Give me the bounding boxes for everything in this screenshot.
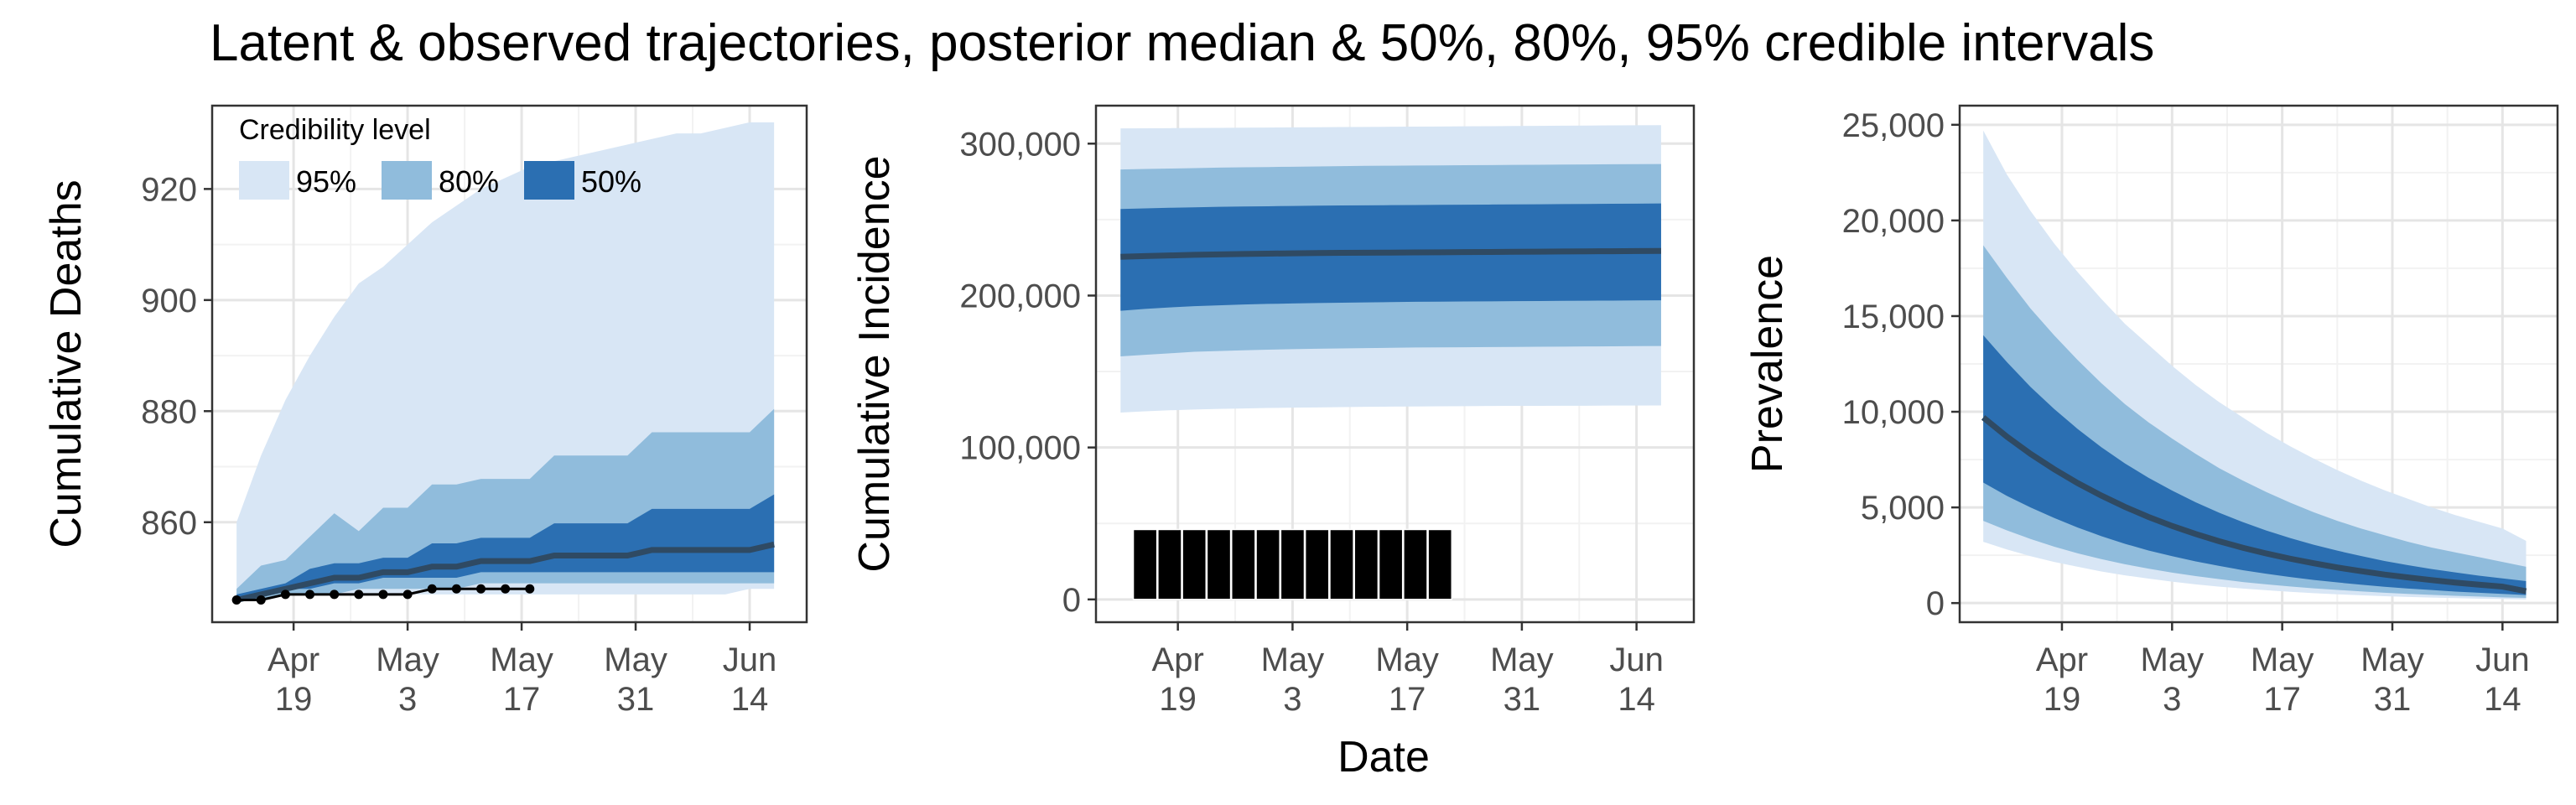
observed-point (280, 589, 290, 600)
x-tick-label: May 31 (2360, 641, 2424, 718)
observed-bar (1182, 528, 1208, 600)
legend-label: 50% (581, 164, 641, 199)
y-tick-label: 200,000 (959, 278, 1081, 314)
observed-bar (1132, 528, 1158, 600)
y-tick-label: 0 (1926, 585, 1945, 622)
observed-bar (1206, 528, 1232, 600)
observed-bar (1230, 528, 1256, 600)
observed-point (451, 584, 461, 594)
observed-bar (1427, 528, 1453, 600)
legend-swatch (524, 161, 574, 200)
panel-frame (1958, 104, 2559, 624)
y-tick-label: 900 (141, 283, 197, 319)
y-axis-label: Cumulative Deaths (42, 179, 91, 548)
ribbon-50 (1983, 335, 2527, 595)
ribbon-50 (1120, 203, 1661, 311)
observed-point (427, 584, 437, 594)
observed-bar (1353, 528, 1379, 600)
y-tick-label: 880 (141, 393, 197, 430)
median-line (1120, 247, 1661, 260)
x-tick-label: Apr 19 (2036, 641, 2088, 718)
panel-frame (1094, 104, 1696, 624)
observed-bar (1304, 528, 1330, 600)
y-tick-label: 100,000 (959, 430, 1081, 467)
legend-label: 80% (439, 164, 499, 199)
observed-point (402, 589, 413, 600)
y-tick-label: 15,000 (1842, 299, 1945, 335)
observed-bar (1255, 528, 1280, 600)
y-tick-label: 20,000 (1842, 203, 1945, 240)
y-tick-label: 5,000 (1861, 490, 1945, 527)
median-line (236, 541, 775, 603)
y-tick-label: 25,000 (1842, 107, 1945, 144)
observed-point (501, 584, 511, 594)
observed-point (330, 589, 340, 600)
observed-bar (1378, 528, 1404, 600)
figure-title: Latent & observed trajectories, posterio… (210, 14, 2155, 72)
observed-point (305, 589, 315, 600)
legend-label: 95% (296, 164, 356, 199)
x-tick-label: May 31 (604, 641, 667, 718)
x-axis-label: Date (1337, 733, 1430, 782)
x-tick-label: May 17 (1375, 641, 1439, 718)
x-tick-label: May 3 (1261, 641, 1325, 718)
legend-swatch (382, 161, 432, 200)
y-tick-label: 920 (141, 171, 197, 208)
x-tick-label: May 3 (376, 641, 439, 718)
observed-bar (1403, 528, 1428, 600)
legend-title: Credibility level (239, 114, 431, 146)
x-tick-label: Apr 19 (1152, 641, 1204, 718)
observed-point (256, 595, 266, 605)
legend: Credibility level 95% 80% 50% (239, 114, 641, 200)
observed-point (378, 589, 388, 600)
y-tick-label: 10,000 (1842, 394, 1945, 431)
observed-point (354, 589, 364, 600)
x-tick-label: Apr 19 (267, 641, 319, 718)
legend-swatch (239, 161, 289, 200)
x-tick-label: May 17 (2251, 641, 2314, 718)
observed-point (476, 584, 486, 594)
median-line (1981, 415, 2527, 595)
observed-bar (1280, 528, 1306, 600)
panel-frame (210, 104, 808, 624)
panel-prevalence: 0 5,000 10,000 15,000 20,000 25,000 Apr 19 May 3 M… (1743, 104, 2559, 718)
y-axis-label: Cumulative Incidence (850, 155, 899, 572)
y-tick-label: 860 (141, 505, 197, 542)
y-axis-label: Prevalence (1743, 255, 1792, 473)
x-tick-label: May 3 (2141, 641, 2205, 718)
panel-cumulative-incidence: 0 100,000 200,000 300,000 Apr 19 May 3 May 17 May 3… (850, 104, 1696, 718)
x-tick-label: Jun 14 (1609, 641, 1664, 718)
panel-cumulative-deaths: 860 880 900 920 Apr 19 May 3 May 17 May 31 Jun 14 Cumu… (42, 104, 808, 718)
y-tick-label: 300,000 (959, 126, 1081, 163)
observed-bar (1157, 528, 1182, 600)
observed-point (525, 584, 535, 594)
x-tick-label: Jun 14 (2475, 641, 2530, 718)
x-tick-label: May 31 (1490, 641, 1554, 718)
observed-point (231, 595, 242, 605)
observed-bar (1329, 528, 1354, 600)
x-tick-label: May 17 (490, 641, 553, 718)
y-tick-label: 0 (1062, 582, 1081, 619)
x-tick-label: Jun 14 (723, 641, 777, 718)
